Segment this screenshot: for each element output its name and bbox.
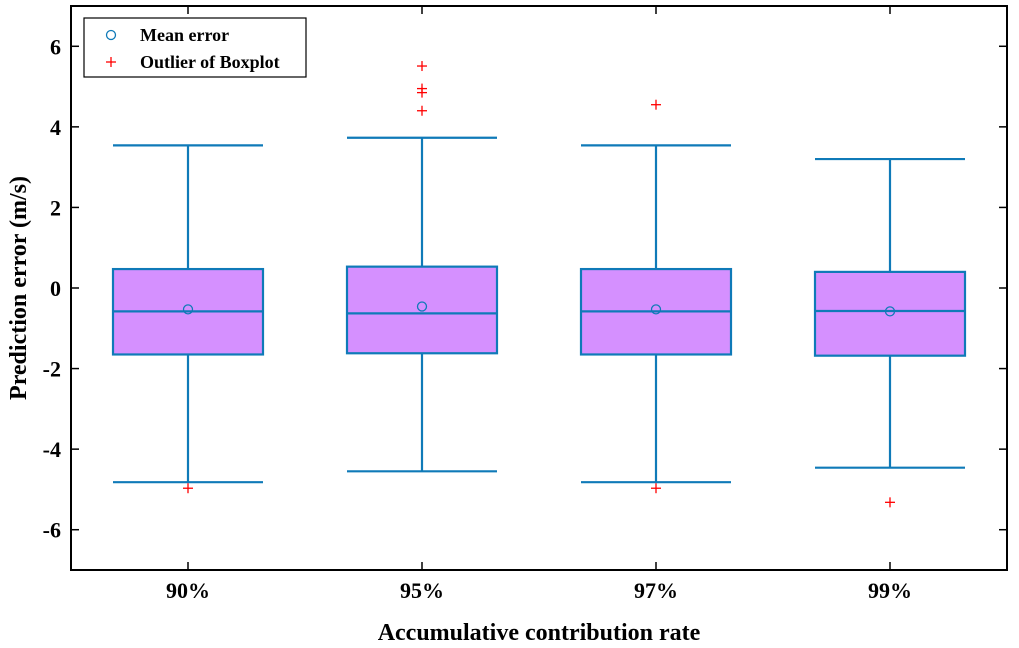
y-tick-label: -2: [43, 357, 61, 382]
legend-outlier-marker: [106, 57, 116, 67]
legend-outlier-label: Outlier of Boxplot: [140, 52, 280, 72]
legend: Mean error Outlier of Boxplot: [83, 17, 307, 78]
y-tick-label: 4: [50, 115, 61, 140]
plot-content: [111, 61, 967, 508]
legend-mean-marker: [105, 29, 117, 41]
outlier-marker: [885, 497, 895, 508]
box-group-90pct: [111, 144, 265, 494]
box-group-99pct: [813, 157, 967, 508]
x-tick-label: 97%: [634, 578, 678, 603]
outlier-marker: [651, 99, 661, 110]
box-group-97pct: [579, 99, 733, 494]
y-tick-label: -6: [43, 518, 61, 543]
mean-marker: [650, 304, 662, 315]
x-tick-label: 95%: [400, 578, 444, 603]
iqr-box: [345, 265, 499, 355]
mean-marker: [416, 301, 428, 312]
outlier-marker: [417, 105, 427, 116]
y-tick-label: 6: [50, 34, 61, 59]
y-tick-label: -4: [43, 437, 61, 462]
outlier-marker: [651, 483, 661, 494]
y-axis: -6 -4 -2 0 2 4 6: [43, 34, 1007, 543]
outlier-marker: [183, 483, 193, 494]
legend-mean-label: Mean error: [140, 25, 229, 45]
y-tick-label: 0: [50, 276, 61, 301]
x-tick-label: 99%: [868, 578, 912, 603]
legend-box: [83, 17, 307, 78]
mean-marker: [884, 306, 896, 317]
x-tick-label: 90%: [166, 578, 210, 603]
outlier-marker: [417, 61, 427, 72]
x-axis-title: Accumulative contribution rate: [378, 620, 701, 646]
y-axis-title: Prediction error (m/s): [6, 176, 32, 400]
outlier-marker: [417, 87, 427, 98]
box-group-95pct: [345, 61, 499, 473]
y-tick-label: 2: [50, 195, 61, 220]
mean-marker: [182, 304, 194, 315]
x-axis: 90% 95% 97% 99%: [166, 6, 912, 603]
iqr-box: [813, 270, 967, 357]
